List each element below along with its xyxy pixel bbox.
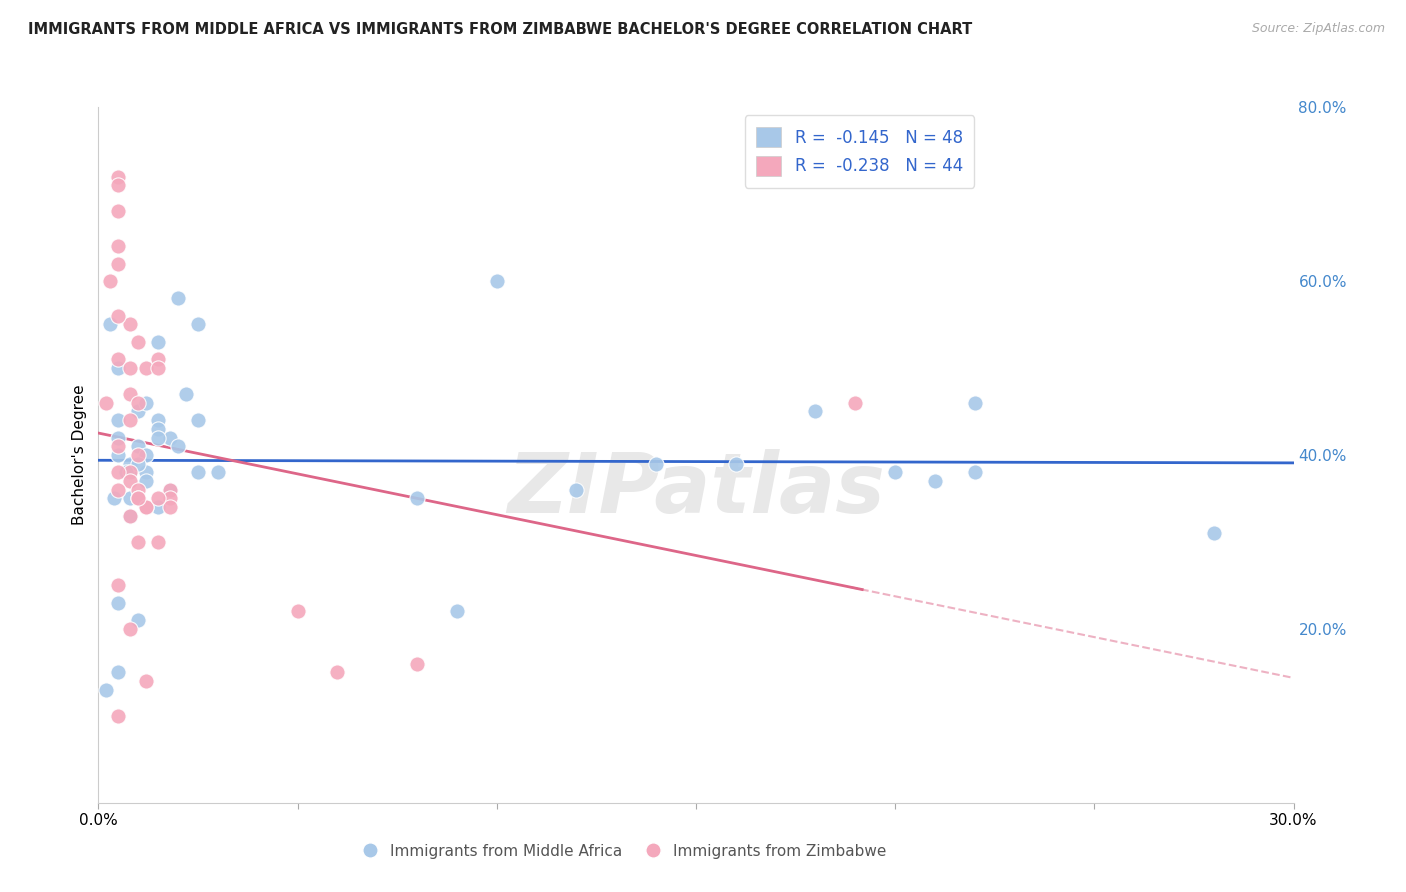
Point <box>120 318 142 332</box>
Point <box>963 466 986 480</box>
Point <box>446 605 468 619</box>
Point <box>100 318 122 332</box>
Point <box>107 596 129 610</box>
Point <box>724 457 747 471</box>
Point <box>135 474 157 488</box>
Point <box>287 605 309 619</box>
Point <box>120 622 142 636</box>
Text: IMMIGRANTS FROM MIDDLE AFRICA VS IMMIGRANTS FROM ZIMBABWE BACHELOR'S DEGREE CORR: IMMIGRANTS FROM MIDDLE AFRICA VS IMMIGRA… <box>28 22 973 37</box>
Point <box>127 404 149 418</box>
Point <box>127 491 149 506</box>
Point <box>127 439 149 453</box>
Point <box>107 352 129 367</box>
Point <box>167 291 190 305</box>
Point <box>135 448 157 462</box>
Point <box>107 178 129 193</box>
Point <box>127 613 149 627</box>
Point <box>1202 526 1225 541</box>
Point <box>207 466 229 480</box>
Point <box>107 360 129 375</box>
Point <box>120 457 142 471</box>
Point <box>159 491 181 506</box>
Point <box>120 466 142 480</box>
Point <box>148 352 170 367</box>
Point <box>127 396 149 410</box>
Point <box>107 483 129 497</box>
Point <box>107 431 129 445</box>
Point <box>135 360 157 375</box>
Point <box>148 431 170 445</box>
Point <box>159 483 181 497</box>
Point <box>135 500 157 514</box>
Point <box>107 578 129 592</box>
Point <box>565 483 588 497</box>
Point <box>127 483 149 497</box>
Point <box>107 439 129 453</box>
Point <box>120 508 142 523</box>
Text: Source: ZipAtlas.com: Source: ZipAtlas.com <box>1251 22 1385 36</box>
Point <box>148 334 170 349</box>
Point <box>96 396 118 410</box>
Point <box>120 387 142 401</box>
Point <box>135 396 157 410</box>
Point <box>107 204 129 219</box>
Point <box>187 466 209 480</box>
Point <box>115 466 138 480</box>
Point <box>159 431 181 445</box>
Point <box>187 413 209 427</box>
Point <box>135 674 157 689</box>
Point <box>174 387 197 401</box>
Point <box>96 682 118 697</box>
Point <box>100 274 122 288</box>
Point <box>159 483 181 497</box>
Point <box>645 457 668 471</box>
Point <box>159 500 181 514</box>
Point <box>406 657 429 671</box>
Point <box>107 256 129 270</box>
Point <box>127 448 149 462</box>
Point <box>107 239 129 253</box>
Point <box>148 413 170 427</box>
Point <box>120 474 142 488</box>
Point <box>187 318 209 332</box>
Point <box>485 274 508 288</box>
Point <box>120 413 142 427</box>
Point <box>963 396 986 410</box>
Point <box>924 474 946 488</box>
Point <box>135 466 157 480</box>
Point <box>844 396 866 410</box>
Y-axis label: Bachelor's Degree: Bachelor's Degree <box>72 384 87 525</box>
Point <box>127 534 149 549</box>
Point <box>107 466 129 480</box>
Point <box>120 466 142 480</box>
Point <box>127 457 149 471</box>
Point <box>148 422 170 436</box>
Point <box>107 169 129 184</box>
Point <box>107 665 129 680</box>
Point <box>148 360 170 375</box>
Point <box>406 491 429 506</box>
Point <box>107 309 129 323</box>
Point <box>135 500 157 514</box>
Point <box>148 491 170 506</box>
Point <box>103 491 125 506</box>
Text: ZIPatlas: ZIPatlas <box>508 450 884 530</box>
Point <box>107 708 129 723</box>
Legend: Immigrants from Middle Africa, Immigrants from Zimbabwe: Immigrants from Middle Africa, Immigrant… <box>356 838 893 864</box>
Point <box>120 360 142 375</box>
Point <box>127 334 149 349</box>
Point <box>120 508 142 523</box>
Point <box>107 413 129 427</box>
Point <box>804 404 827 418</box>
Point <box>107 448 129 462</box>
Point <box>884 466 907 480</box>
Point <box>148 500 170 514</box>
Point <box>326 665 349 680</box>
Point <box>127 491 149 506</box>
Point <box>120 491 142 506</box>
Point <box>167 439 190 453</box>
Point <box>148 534 170 549</box>
